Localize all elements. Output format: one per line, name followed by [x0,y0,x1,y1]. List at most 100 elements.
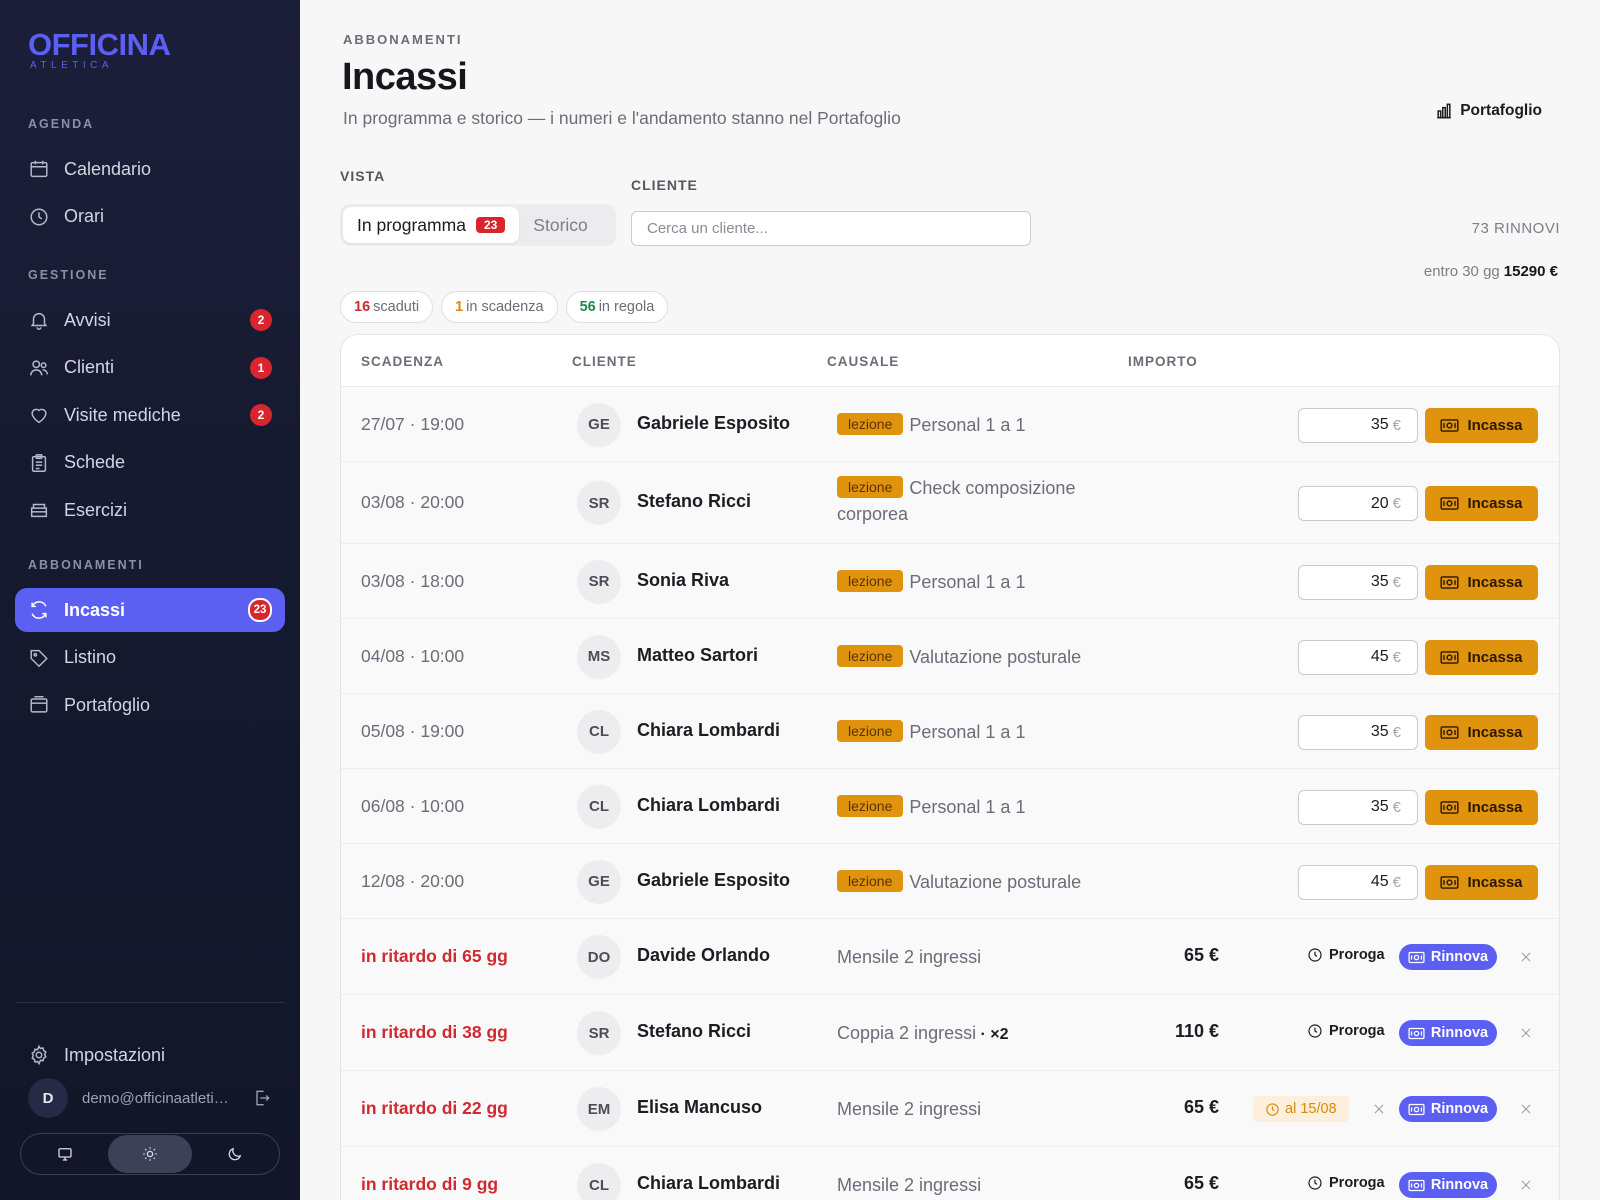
cash-icon [1408,1027,1425,1039]
clock-icon [1308,948,1322,962]
client-name[interactable]: Gabriele Esposito [637,412,791,433]
row-causale: lezione Personal 1 a 1 [837,569,1127,595]
sidebar-item-label: Visite mediche [64,404,181,425]
column-header-causale[interactable]: CAUSALE [827,354,900,369]
client-name[interactable]: Chiara Lombardi [637,719,781,740]
brand-logo[interactable]: OFFICINA ATLETICA [28,28,171,72]
sidebar-item-label: Clienti [64,357,115,377]
dismiss-button[interactable] [1516,1099,1536,1119]
table-row: in ritardo di 65 gg DO Davide Orlando Mensi… [341,919,1559,995]
avatar: SR [577,1011,621,1055]
client-name[interactable]: Elisa Mancuso [637,1097,763,1117]
remove-extension-button[interactable] [1369,1099,1389,1119]
incassa-button[interactable]: Incassa [1425,864,1538,900]
rinnova-button[interactable]: Rinnova [1399,1020,1497,1046]
column-header-scadenza[interactable]: SCADENZA [361,354,445,369]
client-name[interactable]: Matteo Sartori [637,644,759,665]
incassa-button[interactable]: Incassa [1425,407,1538,443]
amount-input[interactable]: 20 € [1298,486,1418,521]
rinnova-button[interactable]: Rinnova [1399,1096,1497,1122]
rinnova-label: Rinnova [1430,1025,1489,1041]
amount-value: 45 [1370,648,1389,665]
row-causale: Mensile 2 ingressi [837,1096,1127,1122]
client-name[interactable]: Stefano Ricci [637,491,752,511]
cash-icon [1440,497,1459,510]
incassa-button[interactable]: Incassa [1425,789,1538,825]
sidebar-item-impostazioni[interactable]: Impostazioni [15,1033,285,1077]
type-tag: lezione [837,719,904,742]
incassa-button[interactable]: Incassa [1425,714,1538,750]
row-causale: Mensile 2 ingressi [837,944,1127,970]
dismiss-button[interactable] [1516,1023,1536,1043]
table-row: in ritardo di 9 gg CL Chiara Lombardi Mensi… [341,1147,1559,1200]
incassa-button[interactable]: Incassa [1425,564,1538,600]
users-icon [28,357,50,379]
logout-icon[interactable] [252,1088,272,1108]
proroga-button[interactable]: Proroga [1307,1175,1385,1191]
theme-option-light[interactable] [107,1135,193,1173]
rinnovi-total-amount: 15290 € [1503,263,1558,280]
status-chip-in-regola[interactable]: 56 in regola [565,291,669,323]
client-name[interactable]: Chiara Lombardi [637,794,781,815]
tab-in-programma[interactable]: In programma 23 [343,207,520,243]
amount-value: 35 [1370,416,1389,433]
amount-input[interactable]: 35 € [1298,789,1418,825]
row-price: 65 € [1183,1173,1219,1193]
theme-option-system[interactable] [23,1135,108,1173]
row-causale: lezione Valutazione posturale [837,644,1127,670]
client-name[interactable]: Chiara Lombardi [637,1173,781,1193]
sidebar-item-esercizi[interactable]: Esercizi [15,488,285,532]
causale-text: Personal 1 a 1 [909,571,1026,592]
rinnova-button[interactable]: Rinnova [1399,1172,1497,1198]
sidebar-item-incassi[interactable]: Incassi 23 [15,588,285,632]
status-chip-scaduti[interactable]: 16 scaduti [340,291,434,323]
table-row: 05/08 · 19:00 CL Chiara Lombardi lezione Per… [341,694,1559,769]
nav-heading: AGENDA [28,117,95,131]
clipboard-icon [28,452,50,474]
row-causale: Coppia 2 ingressi · ×2 [837,1020,1127,1048]
amount-input[interactable]: 35 € [1298,714,1418,750]
amount-input[interactable]: 35 € [1298,564,1418,600]
sidebar-item-portafoglio[interactable]: Portafoglio [15,683,285,727]
column-header-importo[interactable]: IMPORTO [1128,354,1198,369]
incassa-button[interactable]: Incassa [1425,486,1538,521]
theme-switch [20,1133,280,1175]
incassa-button[interactable]: Incassa [1425,639,1538,675]
proroga-label: Proroga [1329,1175,1385,1191]
avatar: SR [577,559,621,604]
tab-storico[interactable]: Storico [519,207,601,243]
column-header-cliente[interactable]: CLIENTE [572,354,637,369]
client-search-input[interactable] [631,211,1031,246]
sidebar-item-listino[interactable]: Listino [15,636,285,680]
amount-value: 35 [1370,798,1389,815]
client-name[interactable]: Gabriele Esposito [637,869,791,890]
row-overdue-status: in ritardo di 65 gg [361,946,508,966]
amount-input[interactable]: 45 € [1298,864,1418,900]
theme-option-dark[interactable] [192,1135,277,1173]
sidebar-item-calendario[interactable]: Calendario [15,147,285,191]
proroga-button[interactable]: Proroga [1307,1023,1385,1039]
user-profile: D demo@officinaatletica.it [28,1078,272,1118]
sidebar-item-avvisi[interactable]: Avvisi 2 [15,298,285,342]
client-name[interactable]: Davide Orlando [637,945,771,965]
dismiss-button[interactable] [1516,947,1536,967]
sidebar-item-schede[interactable]: Schede [15,441,285,485]
proroga-button[interactable]: Proroga [1307,947,1385,963]
clock-icon [1266,1102,1279,1116]
status-chip-in-scadenza[interactable]: 1 in scadenza [441,291,558,323]
avatar[interactable]: D [28,1078,68,1118]
chip-count: 16 [354,299,371,315]
sidebar-item-orari[interactable]: Orari [15,195,285,239]
dismiss-button[interactable] [1516,1175,1536,1195]
sidebar-item-clienti[interactable]: Clienti 1 [15,346,285,390]
portfolio-link[interactable]: Portafoglio [1434,101,1542,121]
sidebar-item-label: Schede [64,452,126,472]
amount-input[interactable]: 45 € [1298,639,1418,675]
sidebar-item-visite-mediche[interactable]: Visite mediche 2 [15,393,285,437]
amount-input[interactable]: 35 € [1298,407,1418,443]
causale-text: Mensile 2 ingressi [837,947,982,967]
refresh-icon [28,599,50,621]
client-name[interactable]: Stefano Ricci [637,1021,752,1041]
rinnova-button[interactable]: Rinnova [1399,944,1497,970]
client-name[interactable]: Sonia Riva [637,569,730,590]
